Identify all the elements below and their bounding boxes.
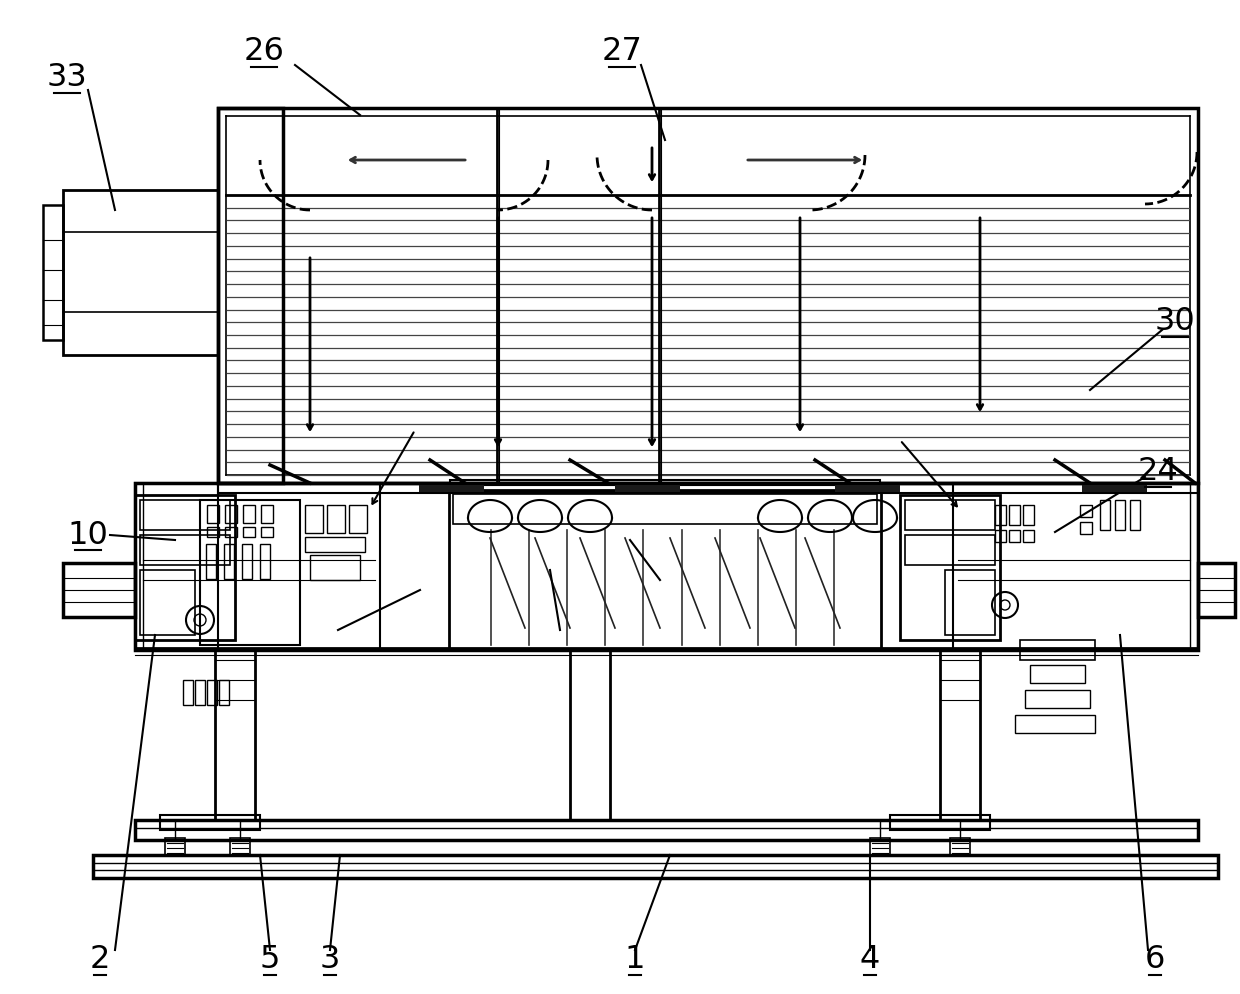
Bar [1030, 665, 1085, 683]
Bar [1021, 640, 1095, 660]
Bar [1023, 505, 1034, 525]
Bar [305, 537, 365, 552]
Bar [945, 570, 994, 635]
Text: 6: 6 [1145, 944, 1166, 975]
Text: 30: 30 [1154, 306, 1195, 338]
Bar [305, 505, 322, 533]
Bar [940, 650, 980, 820]
Bar [135, 820, 1198, 840]
Bar [455, 485, 875, 492]
Bar [63, 190, 218, 355]
Bar [1009, 530, 1021, 542]
Bar [1009, 505, 1021, 525]
Bar [900, 495, 999, 640]
Bar [215, 650, 255, 820]
Bar [1080, 522, 1092, 534]
Text: 10: 10 [67, 520, 108, 551]
Bar [243, 527, 255, 537]
Bar [207, 505, 219, 523]
Bar [229, 838, 250, 856]
Bar [327, 505, 345, 533]
Bar [1100, 500, 1110, 530]
Bar [905, 535, 994, 565]
Text: 33: 33 [47, 63, 87, 93]
Bar [1025, 690, 1090, 708]
Bar [310, 555, 360, 580]
Text: 2: 2 [89, 944, 110, 975]
Bar [207, 527, 219, 537]
Bar [453, 494, 877, 524]
Bar [260, 544, 270, 579]
Bar [1083, 485, 1147, 492]
Bar [43, 205, 63, 340]
Bar [224, 505, 237, 523]
Bar [140, 570, 195, 635]
Bar [140, 500, 229, 530]
Bar [242, 544, 252, 579]
Bar [1198, 563, 1235, 617]
Text: 24: 24 [1137, 456, 1178, 487]
Bar [224, 527, 237, 537]
Bar [615, 485, 680, 492]
Text: 3: 3 [320, 944, 340, 975]
Bar [419, 485, 484, 492]
Bar [450, 480, 880, 492]
Bar [135, 495, 236, 640]
Bar [218, 108, 1198, 483]
Bar [260, 505, 273, 523]
Bar [890, 815, 990, 830]
Bar [449, 490, 880, 650]
Bar [954, 483, 1198, 650]
Text: 5: 5 [260, 944, 280, 975]
Bar [184, 680, 193, 705]
Bar [207, 680, 217, 705]
Text: 4: 4 [859, 944, 880, 975]
Bar [218, 483, 1198, 493]
Bar [835, 485, 900, 492]
Bar [260, 527, 273, 537]
Text: 1: 1 [625, 944, 645, 975]
Bar [905, 500, 994, 530]
Bar [870, 838, 890, 856]
Bar [195, 680, 205, 705]
Bar [219, 680, 229, 705]
Bar [224, 544, 234, 579]
Bar [243, 505, 255, 523]
Bar [1115, 500, 1125, 530]
Bar [570, 650, 610, 820]
Bar [63, 563, 135, 617]
Bar [135, 483, 379, 650]
Bar [135, 483, 1198, 650]
Bar [950, 838, 970, 856]
Text: 26: 26 [243, 37, 284, 68]
Bar [140, 535, 229, 565]
Bar [200, 500, 300, 645]
Bar [348, 505, 367, 533]
Bar [218, 108, 283, 483]
Bar [994, 530, 1006, 542]
Bar [1023, 530, 1034, 542]
Text: 27: 27 [601, 37, 642, 68]
Bar [994, 505, 1006, 525]
Bar [93, 855, 1218, 878]
Bar [1016, 715, 1095, 733]
Bar [1080, 505, 1092, 517]
Bar [206, 544, 216, 579]
Bar [1130, 500, 1140, 530]
Bar [160, 815, 260, 830]
Bar [165, 838, 185, 856]
